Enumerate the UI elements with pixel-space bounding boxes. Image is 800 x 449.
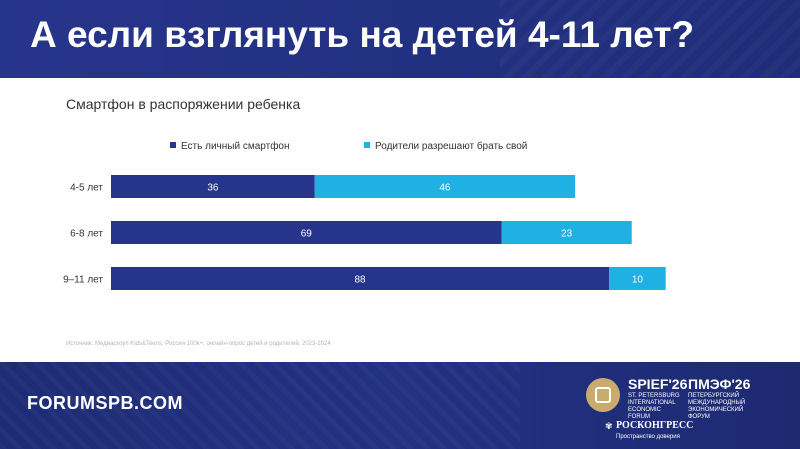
bar-segment-parents — [609, 267, 666, 290]
roscongress-tagline: Пространство доверия — [616, 434, 680, 440]
header-pattern — [500, 0, 800, 78]
data-label: 23 — [561, 229, 573, 240]
legend-swatch-personal — [170, 142, 176, 149]
legend-swatch-parents — [364, 142, 370, 149]
data-label: 46 — [439, 183, 451, 194]
data-label: 36 — [207, 183, 219, 194]
forum-emblem-icon — [586, 378, 620, 412]
header-banner: А если взглянуть на детей 4-11 лет? — [0, 0, 800, 78]
roscongress-logo: РОСКОНГРЕСС — [616, 420, 694, 431]
data-label: 88 — [354, 275, 366, 286]
bar-segment-parents — [501, 221, 632, 244]
category-label: 6-8 лет — [70, 229, 103, 240]
legend-label-parents: Родители разрешают брать свой — [375, 141, 528, 152]
bar-segment-personal — [111, 175, 315, 198]
legend-item-personal: Есть личный смартфон — [170, 141, 290, 152]
brand-en-subtitle: ST. PETERSBURG INTERNATIONAL ECONOMIC FO… — [628, 393, 680, 420]
source-note: Источник: Медиаскоуп Kids&Teens, Россия … — [66, 341, 331, 347]
brand-ru: ПМЭФ'26 — [688, 376, 751, 392]
data-label: 69 — [301, 229, 313, 240]
category-label: 4-5 лет — [70, 183, 103, 194]
data-label: 10 — [632, 275, 644, 286]
brand-en: SPIEF'26 — [628, 376, 688, 392]
page-title: А если взглянуть на детей 4-11 лет? — [30, 14, 695, 55]
legend-item-parents: Родители разрешают брать свой — [364, 141, 527, 152]
chart-title: Смартфон в распоряжении ребенка — [66, 96, 301, 112]
category-label: 9–11 лет — [63, 275, 103, 286]
legend-label-personal: Есть личный смартфон — [181, 141, 290, 152]
footer-banner: FORUMSPB.COM SPIEF'26 ST. PETERSBURG INT… — [0, 362, 800, 449]
roscongress-icon: ✾ — [605, 421, 613, 431]
bar-segment-personal — [111, 267, 610, 290]
bar-segment-personal — [111, 221, 502, 244]
brand-ru-subtitle: ПЕТЕРБУРГСКИЙ МЕЖДУНАРОДНЫЙ ЭКОНОМИЧЕСКИ… — [688, 393, 746, 420]
footer-pattern — [0, 362, 520, 449]
site-link[interactable]: FORUMSPB.COM — [27, 393, 183, 413]
bar-segment-parents — [314, 175, 576, 198]
